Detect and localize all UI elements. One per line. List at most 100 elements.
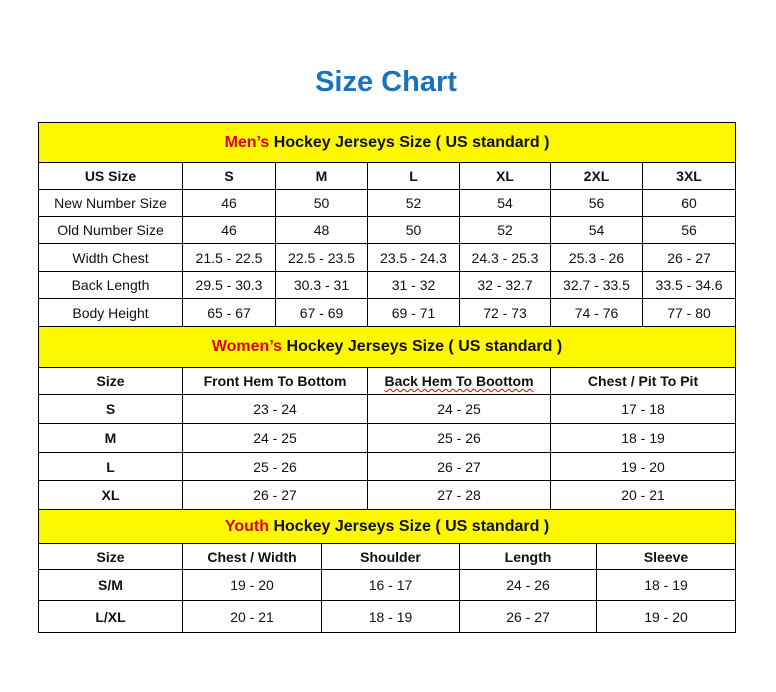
table-cell: 24 - 25 [367,394,551,424]
womens-highlight: Women’s [211,338,283,355]
table-cell: 20 - 21 [182,600,322,633]
table-cell: 67 - 69 [275,298,368,327]
table-cell: 48 [275,216,368,244]
table-cell: 69 - 71 [367,298,460,327]
table-row: M 24 - 25 25 - 26 18 - 19 [38,423,737,453]
table-cell: 26 - 27 [182,480,368,510]
table-cell: 16 - 17 [321,569,460,601]
table-cell: 31 - 32 [367,271,460,299]
table-cell: 22.5 - 23.5 [275,243,368,272]
table-cell: 46 [182,216,276,244]
mens-title-text: Hockey Jerseys Size ( US standard ) [269,133,550,151]
table-cell: 54 [459,189,551,217]
table-cell: S [38,394,183,424]
table-cell: L [38,452,183,481]
table-cell: 26 - 27 [641,243,737,272]
table-row: XL 26 - 27 27 - 28 20 - 21 [38,480,737,510]
table-cell: 25.3 - 26 [550,243,643,272]
header-row: Size Chest / Width Shoulder Length Sleeve [38,543,737,570]
table-cell: 27 - 28 [367,480,551,510]
table-row: L/XL 20 - 21 18 - 19 26 - 27 19 - 20 [38,600,737,633]
youth-title-text: Hockey Jerseys Size ( US standard ) [269,517,550,535]
column-header: 3XL [641,162,737,190]
table-cell: 26 - 27 [367,452,551,481]
table-cell: 25 - 26 [367,423,551,453]
column-header: L [367,162,460,190]
table-cell: 25 - 26 [182,452,368,481]
table-cell: 46 [182,189,276,217]
table-cell: 23.5 - 24.3 [367,243,460,272]
table-cell: 77 - 80 [641,298,737,327]
table-cell: 60 [641,189,737,217]
table-cell: 50 [275,189,368,217]
table-cell: 72 - 73 [459,298,551,327]
column-header: Front Hem To Bottom [182,367,368,395]
header-row: US Size S M L XL 2XL 3XL [38,162,737,190]
column-header: Back Hem To Boottom [367,367,551,395]
table-cell: 19 - 20 [182,569,322,601]
table-cell: 50 [367,216,460,244]
mens-section-title: Men’s Hockey Jerseys Size ( US standard … [37,122,737,163]
table-cell: XL [38,480,183,510]
table-cell: 56 [641,216,737,244]
table-cell: S/M [38,569,183,601]
column-header: Chest / Pit To Pit [549,367,737,395]
table-row: Body Height 65 - 67 67 - 69 69 - 71 72 - 73 7… [38,298,737,327]
table-cell: 21.5 - 22.5 [182,243,276,272]
table-cell: 65 - 67 [182,298,276,327]
column-header: XL [459,162,551,190]
mens-size-table: Men’s Hockey Jerseys Size ( US standard … [37,122,737,327]
column-header: Chest / Width [182,543,322,570]
page-title: Size Chart [315,66,457,98]
table-cell: 18 - 19 [595,569,737,601]
womens-section-title: Women’s Hockey Jerseys Size ( US standar… [37,326,737,368]
table-cell: 19 - 20 [549,452,737,481]
column-header-text: Back Hem To Boottom [384,373,534,389]
womens-size-table: Women’s Hockey Jerseys Size ( US standar… [37,326,737,510]
table-cell: 26 - 27 [459,600,597,633]
table-cell: 54 [550,216,643,244]
table-cell: 17 - 18 [549,394,737,424]
column-header: S [182,162,276,190]
table-row: Width Chest 21.5 - 22.5 22.5 - 23.5 23.5 - … [38,243,737,272]
table-cell: 19 - 20 [595,600,737,633]
youth-size-table: Youth Hockey Jerseys Size ( US standard … [37,509,737,633]
table-cell: 56 [550,189,643,217]
mens-highlight: Men’s [224,133,270,151]
table-row: New Number Size 46 50 52 54 56 60 [38,189,737,217]
table-cell: 32 - 32.7 [459,271,551,299]
table-cell: Width Chest [38,243,183,272]
column-header: Length [459,543,597,570]
table-cell: 74 - 76 [550,298,643,327]
table-row: S/M 19 - 20 16 - 17 24 - 26 18 - 19 [38,569,737,601]
column-header: US Size [38,162,183,190]
table-cell: 52 [459,216,551,244]
column-header: Shoulder [321,543,460,570]
table-cell: 24 - 25 [182,423,368,453]
table-cell: 30.3 - 31 [275,271,368,299]
table-cell: 18 - 19 [321,600,460,633]
column-header: M [275,162,368,190]
table-cell: Back Length [38,271,183,299]
table-cell: 24 - 26 [459,569,597,601]
table-cell: 24.3 - 25.3 [459,243,551,272]
table-cell: 52 [367,189,460,217]
table-cell: 20 - 21 [549,480,737,510]
table-cell: New Number Size [38,189,183,217]
table-cell: 18 - 19 [549,423,737,453]
table-row: S 23 - 24 24 - 25 17 - 18 [38,394,737,424]
column-header: Size [38,367,183,395]
table-cell: M [38,423,183,453]
table-row: Back Length 29.5 - 30.3 30.3 - 31 31 - 32 32… [38,271,737,299]
youth-highlight: Youth [224,517,270,535]
table-row: Old Number Size 46 48 50 52 54 56 [38,216,737,244]
youth-section-title: Youth Hockey Jerseys Size ( US standard … [37,509,737,544]
header-row: Size Front Hem To Bottom Back Hem To Boott… [38,367,737,395]
table-cell: 33.5 - 34.6 [641,271,737,299]
table-cell: Body Height [38,298,183,327]
column-header: Size [38,543,183,570]
column-header: Sleeve [595,543,737,570]
womens-title-text: Hockey Jerseys Size ( US standard ) [282,338,563,355]
table-cell: 32.7 - 33.5 [550,271,643,299]
table-row: L 25 - 26 26 - 27 19 - 20 [38,452,737,481]
